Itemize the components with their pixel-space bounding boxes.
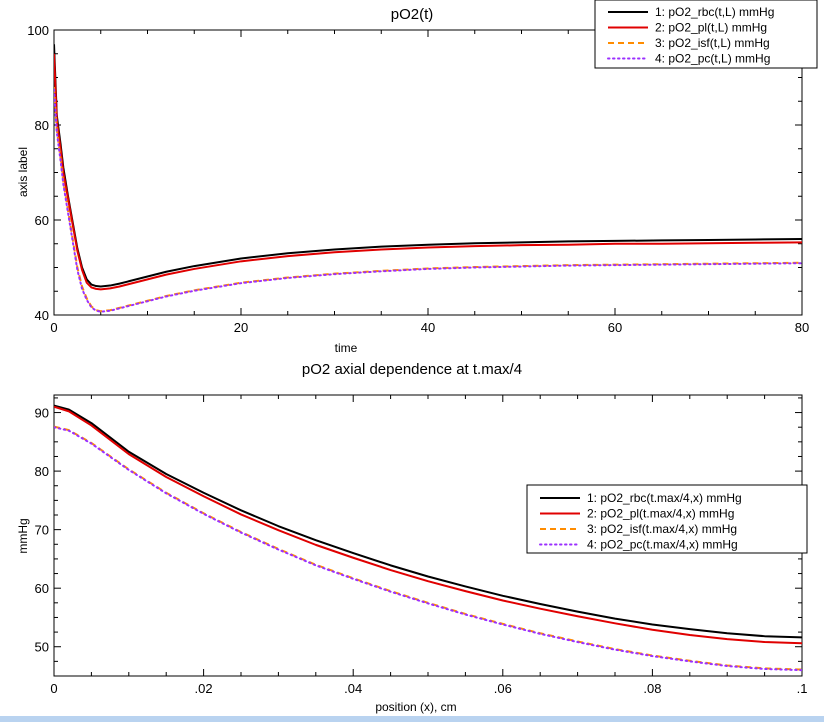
chart-title: pO2(t) [391, 6, 434, 23]
x-tick-label: .04 [344, 681, 362, 696]
y-tick-label: 60 [35, 213, 49, 228]
series-line-2 [54, 405, 802, 645]
x-tick-label: .06 [494, 681, 512, 696]
series-line-4 [54, 88, 802, 313]
y-tick-label: 60 [35, 581, 49, 596]
legend-entry: 3: pO2_isf(t,L) mmHg [655, 36, 770, 50]
y-tick-label: 90 [35, 406, 49, 421]
series-group [54, 44, 802, 313]
x-tick-label: 0 [50, 320, 57, 335]
window-bottom-edge [0, 716, 824, 722]
series-line-1 [54, 404, 802, 639]
legend-entry: 1: pO2_rbc(t.max/4,x) mmHg [587, 491, 742, 505]
x-tick-label: 80 [795, 320, 809, 335]
series-line-4 [54, 426, 802, 672]
series-line-3 [54, 86, 802, 313]
x-tick-label: 60 [608, 320, 622, 335]
y-tick-label: 40 [35, 308, 49, 323]
x-axis-label: time [335, 341, 358, 355]
x-tick-label: 40 [421, 320, 435, 335]
x-tick-label: .1 [797, 681, 808, 696]
legend-box [526, 484, 808, 554]
x-tick-label: 0 [50, 681, 57, 696]
series-line-1 [54, 44, 802, 288]
y-axis-label: mmHg [16, 518, 30, 553]
legend-entry: 2: pO2_pl(t,L) mmHg [655, 21, 767, 35]
series-group [54, 404, 802, 672]
y-tick-label: 50 [35, 640, 49, 655]
x-axis-label: position (x), cm [375, 700, 456, 714]
y-tick-label: 80 [35, 118, 49, 133]
x-tick-label: .08 [643, 681, 661, 696]
legend-entry: 4: pO2_pc(t,L) mmHg [655, 52, 770, 66]
legend-entry: 2: pO2_pl(t.max/4,x) mmHg [587, 507, 734, 521]
y-tick-label: 80 [35, 464, 49, 479]
legend-entry: 4: pO2_pc(t.max/4,x) mmHg [587, 538, 738, 552]
y-tick-label: 70 [35, 523, 49, 538]
x-tick-label: .02 [195, 681, 213, 696]
y-axis-label: axis label [16, 147, 30, 197]
y-tick-label: 100 [27, 23, 49, 38]
chart-title: pO2 axial dependence at t.max/4 [302, 361, 522, 378]
legend-entry: 3: pO2_isf(t.max/4,x) mmHg [587, 522, 737, 536]
series-line-2 [54, 53, 802, 291]
x-tick-label: 20 [234, 320, 248, 335]
legend-entry: 1: pO2_rbc(t,L) mmHg [655, 5, 774, 19]
